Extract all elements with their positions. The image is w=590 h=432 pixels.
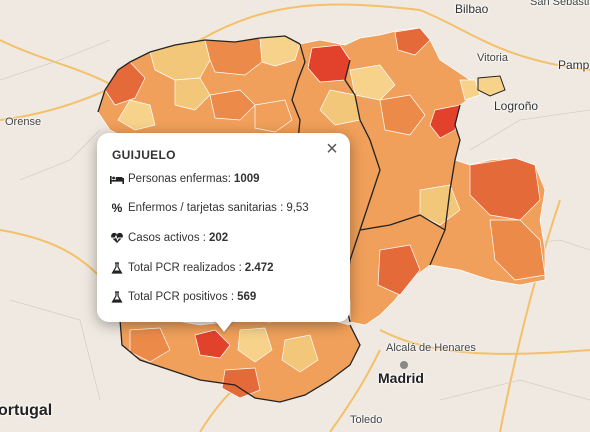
place-portugal: ortugal — [0, 402, 53, 419]
popup-tip — [213, 318, 235, 332]
percent-icon: % — [111, 201, 123, 215]
place-vitoria: Vitoria — [477, 52, 508, 64]
row-label: Casos activos : — [128, 232, 206, 244]
row-label: Personas enfermas: — [128, 173, 231, 185]
place-bilbao: Bilbao — [455, 2, 489, 16]
place-alcala: Alcalá de Henares — [386, 342, 476, 354]
bed-icon — [110, 173, 124, 185]
row-casos-activos: Casos activos : 202 — [110, 232, 228, 244]
place-pamplona: Pamp — [558, 58, 590, 72]
place-madrid: Madrid — [378, 370, 424, 386]
row-label: Total PCR realizados : — [128, 262, 242, 274]
row-value: 1009 — [233, 173, 260, 185]
popup-title: GUIJUELO — [112, 148, 176, 162]
row-pcr-realizados: Total PCR realizados : 2.472 — [110, 262, 274, 274]
close-button[interactable]: × — [326, 138, 338, 160]
row-value: 9,53 — [286, 202, 309, 214]
row-value: 202 — [208, 232, 229, 244]
row-personas-enfermas: Personas enfermas: 1009 — [110, 173, 260, 185]
place-toledo: Toledo — [350, 414, 383, 426]
flask-icon — [110, 291, 124, 303]
place-orense: Orense — [5, 116, 42, 128]
row-enfermos-tarjetas: % Enfermos / tarjetas sanitarias : 9,53 — [110, 201, 309, 215]
row-value: 569 — [237, 291, 257, 303]
row-value: 2.472 — [244, 262, 274, 274]
heartbeat-icon — [110, 232, 124, 244]
row-label: Enfermos / tarjetas sanitarias : — [128, 202, 284, 214]
row-pcr-positivos: Total PCR positivos : 569 — [110, 291, 256, 303]
place-san-sebastian: San Sebastián — [530, 0, 590, 8]
place-logrono: Logroño — [494, 99, 539, 113]
row-label: Total PCR positivos : — [128, 291, 235, 303]
flask-icon — [110, 262, 124, 274]
info-popup: × GUIJUELO Personas enfermas: 1009 % Enf… — [97, 133, 350, 322]
